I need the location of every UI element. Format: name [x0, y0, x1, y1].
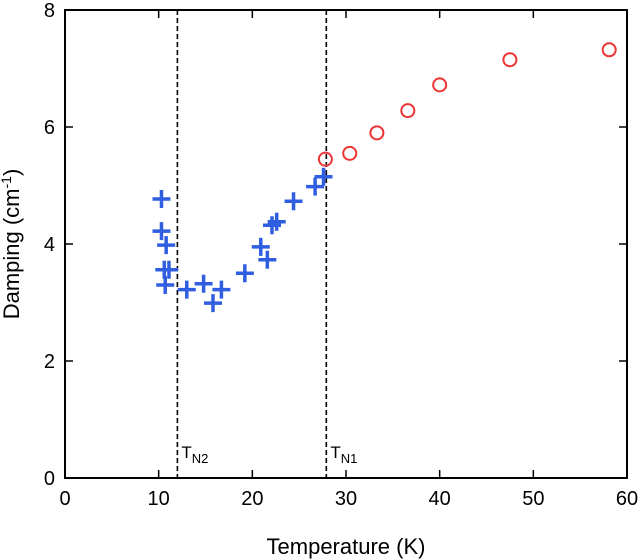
transition-label: TN1	[330, 443, 357, 466]
data-points	[152, 42, 617, 313]
plus-marker	[152, 189, 171, 208]
plus-marker	[157, 236, 176, 255]
plus-marker	[235, 264, 254, 283]
plus-marker	[258, 250, 277, 269]
x-tick-label: 60	[616, 488, 638, 510]
y-axis-title-main: Damping (cm	[0, 188, 24, 319]
transition-label-sub: N2	[192, 451, 209, 466]
x-axis-title: Temperature (K)	[267, 534, 426, 559]
circle-marker	[342, 145, 358, 161]
plus-marker	[152, 222, 171, 241]
x-tick-label: 0	[59, 488, 70, 510]
x-tick-label: 50	[522, 488, 544, 510]
transition-label-main: T	[181, 443, 191, 462]
axis-ticks: 0 10 20 30 40 50 60 0 2 4 6 8	[44, 0, 638, 510]
x-tick-label: 40	[429, 488, 451, 510]
x-tick-label: 20	[241, 488, 263, 510]
plus-marker	[284, 192, 303, 211]
y-axis-title-sup: -1	[0, 176, 14, 189]
plot-frame	[64, 9, 628, 479]
y-tick-label: 0	[44, 468, 55, 490]
plus-marker	[314, 167, 333, 186]
circle-marker	[400, 103, 416, 119]
y-axis-title: Damping (cm-1)	[0, 169, 24, 320]
y-tick-label: 6	[44, 117, 55, 139]
y-tick-label: 2	[44, 351, 55, 373]
transition-label-main: T	[330, 443, 340, 462]
circle-marker	[317, 151, 333, 167]
x-tick-label: 10	[148, 488, 170, 510]
plus-marker	[267, 212, 286, 231]
plus-marker	[159, 260, 178, 279]
transition-label-sub: N1	[341, 451, 358, 466]
y-tick-label: 4	[44, 234, 55, 256]
circle-marker	[369, 125, 385, 141]
plus-marker	[177, 280, 196, 299]
y-tick-label: 8	[44, 0, 55, 22]
circle-marker	[502, 52, 518, 68]
transition-lines: TN2 TN1	[176, 10, 357, 478]
plus-marker	[194, 274, 213, 293]
circle-marker	[601, 42, 617, 58]
plus-marker	[212, 280, 231, 299]
transition-label: TN2	[181, 443, 208, 466]
plus-marker	[156, 275, 175, 294]
plus-marker	[251, 237, 270, 256]
y-axis-title-close: )	[0, 169, 24, 176]
circle-marker	[432, 77, 448, 93]
x-tick-label: 30	[335, 488, 357, 510]
plus-marker	[203, 294, 222, 313]
plus-marker	[306, 177, 325, 196]
